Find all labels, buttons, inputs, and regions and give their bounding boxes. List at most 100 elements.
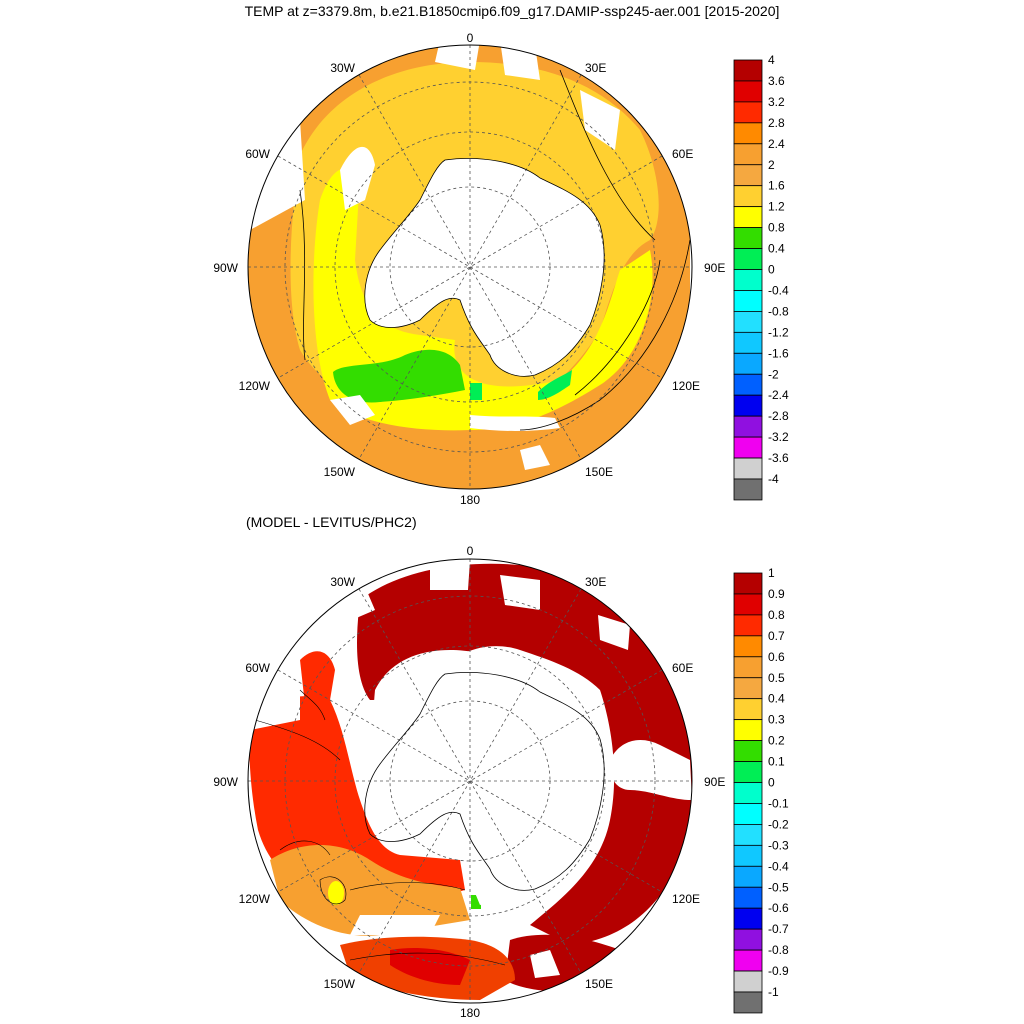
bottom-lon-label-150e: 150E <box>585 977 613 991</box>
bottom-field-yellow-spot <box>328 881 344 905</box>
bottom-colorbar-swatch <box>733 865 763 888</box>
top-colorbar-swatch <box>733 457 763 480</box>
top-nodata-patch <box>520 445 550 470</box>
top-colorbar-swatch <box>733 415 763 438</box>
bottom-antarctica <box>373 650 577 905</box>
top-lon-label-120e: 120E <box>672 379 700 393</box>
top-lon-label-60e: 60E <box>672 147 693 161</box>
top-lon-label-30w: 30W <box>330 61 355 75</box>
top-colorbar-label: 3.2 <box>768 95 785 109</box>
bottom-colorbar-swatch <box>733 740 763 762</box>
bottom-colorbar-swatch <box>733 698 763 721</box>
bottom-colorbar-swatch <box>733 907 763 930</box>
top-colorbar-swatch <box>733 394 763 417</box>
colorbar-top: 4 3.6 3.2 2.8 2.4 2 1.6 1.2 0.8 0.4 0 -0.4 -0.8 -1.2 -… <box>733 53 789 501</box>
bottom-colorbar-swatch <box>733 593 763 616</box>
top-colorbar-swatch <box>733 185 763 208</box>
top-colorbar-swatch <box>733 122 763 145</box>
bottom-colorbar-swatch <box>733 886 763 909</box>
top-colorbar-label: 4 <box>768 53 775 67</box>
top-colorbar-swatch <box>733 143 763 166</box>
bottom-coastline <box>364 672 605 891</box>
top-colorbar-swatch <box>733 331 763 354</box>
bottom-map: 0 30E 60E 90E 120E 150E 180 150W 120W 90… <box>213 544 725 1020</box>
top-map-border <box>247 44 693 490</box>
bottom-lon-label-60w: 60W <box>245 661 270 675</box>
top-lon-label-180: 180 <box>460 493 480 507</box>
top-field-green-patch <box>470 383 482 400</box>
top-colorbar-label: -2 <box>768 367 779 381</box>
top-colorbar-swatch <box>733 164 763 187</box>
top-colorbar-swatch <box>733 269 763 291</box>
bottom-nodata-patch <box>500 575 540 610</box>
top-lon-label-60w: 60W <box>245 147 270 161</box>
top-coastline <box>364 158 605 377</box>
bottom-lon-label-120w: 120W <box>239 892 271 906</box>
bottom-lon-label-120e: 120E <box>672 892 700 906</box>
bottom-colorbar-label: -0.9 <box>768 964 789 978</box>
top-colorbar-label: -3.2 <box>768 430 789 444</box>
bottom-colorbar-swatch <box>733 824 763 846</box>
bottom-colorbar-swatch <box>733 614 763 637</box>
bottom-longitude-labels: 0 30E 60E 90E 120E 150E 180 150W 120W 90… <box>213 544 725 1020</box>
bottom-colorbar-swatch <box>733 803 763 825</box>
bottom-colorbar-swatch <box>733 572 763 595</box>
bottom-contours <box>254 689 506 966</box>
bottom-lon-label-0: 0 <box>467 544 474 558</box>
top-colorbar-label: 3.6 <box>768 74 785 88</box>
top-field-green-patch-2 <box>538 370 572 400</box>
bottom-colorbar-label: 0.3 <box>768 713 785 727</box>
bottom-colorbar-label: -1 <box>768 985 779 999</box>
top-lon-label-30e: 30E <box>585 61 606 75</box>
top-nodata-patch <box>580 90 620 150</box>
top-nodata-patch <box>435 45 480 70</box>
bottom-colorbar-swatch <box>733 719 763 742</box>
top-colorbar-label: -4 <box>768 472 779 486</box>
bottom-colorbar-label: -0.1 <box>768 796 789 810</box>
bottom-lon-label-30e: 30E <box>585 575 606 589</box>
top-nodata-patch <box>500 45 540 80</box>
top-colorbar-label: -1.2 <box>768 325 789 339</box>
top-colorbar-swatch <box>733 373 763 396</box>
bottom-lon-label-90e: 90E <box>704 775 725 789</box>
bottom-colorbar-swatch <box>733 677 763 700</box>
bottom-colorbar-label: 0.7 <box>768 629 785 643</box>
bottom-field-orange <box>270 845 470 936</box>
top-colorbar-label: 2.4 <box>768 137 785 151</box>
top-map-fields <box>248 45 692 489</box>
top-lon-label-90w: 90W <box>213 261 238 275</box>
bottom-nodata-patch <box>598 615 630 650</box>
top-colorbar-label: -3.6 <box>768 451 789 465</box>
top-colorbar-label: 0.8 <box>768 221 785 235</box>
top-colorbar-label: 2.8 <box>768 116 785 130</box>
top-nodata-patch <box>470 415 560 431</box>
top-colorbar-label: -0.4 <box>768 283 789 297</box>
top-colorbar-swatch <box>733 80 763 103</box>
top-colorbar-label: 2 <box>768 158 775 172</box>
top-field-green <box>333 349 465 403</box>
bottom-colorbar-label: 0.9 <box>768 587 785 601</box>
bottom-map-border <box>247 558 693 1004</box>
bottom-colorbar-label: 0.5 <box>768 671 785 685</box>
bottom-colorbar-label: -0.6 <box>768 901 789 915</box>
top-lon-label-90e: 90E <box>704 261 725 275</box>
bottom-lon-label-150w: 150W <box>324 977 356 991</box>
top-colorbar-label: -1.6 <box>768 346 789 360</box>
bottom-nodata-patch <box>609 740 692 800</box>
top-colorbar-label: -2.8 <box>768 409 789 423</box>
bottom-field-red-2 <box>300 651 335 705</box>
bottom-lon-label-30w: 30W <box>330 575 355 589</box>
bottom-colorbar-label: -0.2 <box>768 817 789 831</box>
top-longitude-labels: 0 30E 60E 90E 120E 150E 180 150W 120W 90… <box>213 31 725 507</box>
top-lon-label-150e: 150E <box>585 465 613 479</box>
bottom-nodata-patch <box>430 560 470 590</box>
bottom-colorbar-swatch <box>733 928 763 951</box>
top-colorbar-label: 0.4 <box>768 242 785 256</box>
top-lon-label-0: 0 <box>467 31 474 45</box>
bottom-field-red-3 <box>390 948 470 985</box>
bottom-colorbar-label: -0.3 <box>768 838 789 852</box>
top-colorbar-label: 1.2 <box>768 200 785 214</box>
bottom-colorbar-label: 0.6 <box>768 650 785 664</box>
bottom-colorbar-label: 0.8 <box>768 608 785 622</box>
top-colorbar-swatch <box>733 248 763 270</box>
